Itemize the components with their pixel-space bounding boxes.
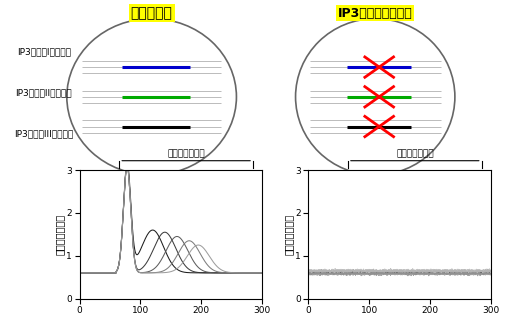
Text: アゴニスト刺激: アゴニスト刺激	[396, 150, 434, 159]
Text: IP3受容体I型遺伝子: IP3受容体I型遺伝子	[16, 48, 71, 56]
Text: アゴニスト刺激: アゴニスト刺激	[167, 150, 205, 159]
Text: IP3受容体III型遺伝子: IP3受容体III型遺伝子	[14, 130, 74, 139]
Text: IP3受容体欠損細胞: IP3受容体欠損細胞	[338, 6, 413, 20]
Y-axis label: カルシウム放出: カルシウム放出	[55, 214, 65, 255]
Text: IP3受容体II型遺伝子: IP3受容体II型遺伝子	[15, 89, 72, 98]
Y-axis label: カルシウム放出: カルシウム放出	[284, 214, 293, 255]
Text: 野生型細胞: 野生型細胞	[131, 6, 173, 20]
